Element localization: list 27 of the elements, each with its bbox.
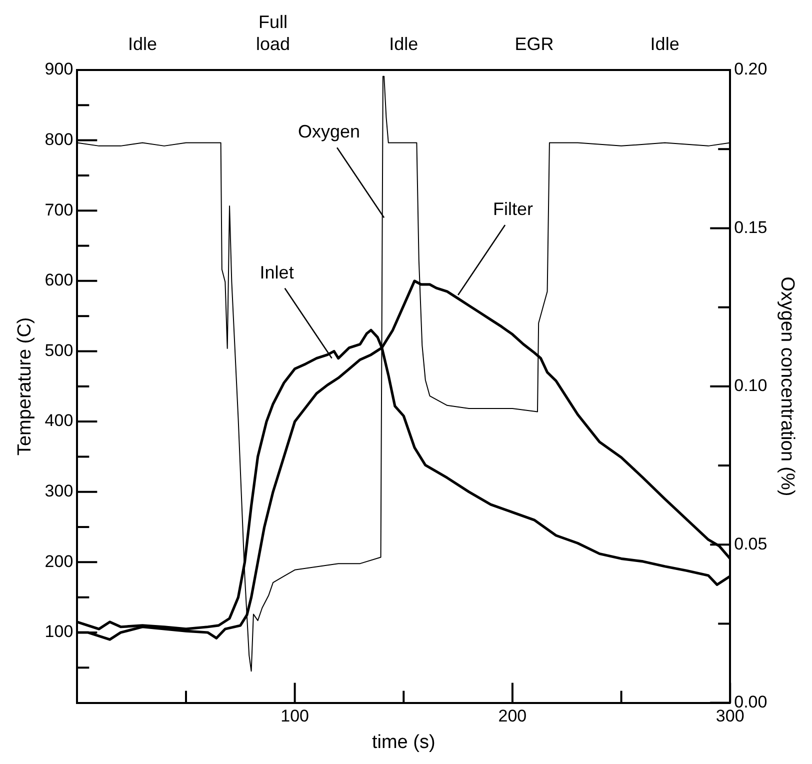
annotation: Filter	[493, 198, 534, 219]
y-tick-label: 100	[44, 622, 74, 642]
x-axis-title: time (s)	[372, 732, 436, 753]
y2-tick-label: 0.05	[734, 534, 768, 554]
text: Idle	[389, 34, 418, 54]
y-tick-label: 800	[44, 130, 74, 149]
y-tick-label: 500	[44, 340, 74, 360]
y-tick-label: 300	[44, 482, 74, 501]
text: Full load	[256, 12, 290, 54]
y2-tick-label: 0.10	[734, 376, 768, 396]
text: Idle	[650, 34, 680, 54]
y-tick-label: 400	[44, 411, 74, 430]
y-tick-label: 600	[44, 270, 74, 290]
y-tick-label: 900	[44, 60, 74, 79]
y-tick-label: 200	[44, 552, 74, 571]
x-tick-label: 200	[498, 706, 527, 726]
x-tick-label: 300	[716, 706, 744, 726]
annotation: Oxygen	[298, 122, 360, 142]
annotation: Inlet	[260, 262, 294, 282]
x-tick-label: 100	[280, 706, 309, 726]
y-axis-title: Temperature (C)	[14, 317, 36, 456]
y-tick-label: 700	[44, 200, 74, 220]
y2-tick-label: 0.20	[734, 60, 768, 79]
y2-axis-title: Oxygen concentration (%)	[776, 276, 798, 496]
y2-tick-label: 0.15	[734, 218, 768, 237]
text: Idle	[128, 34, 157, 54]
text: EGR	[514, 34, 554, 54]
